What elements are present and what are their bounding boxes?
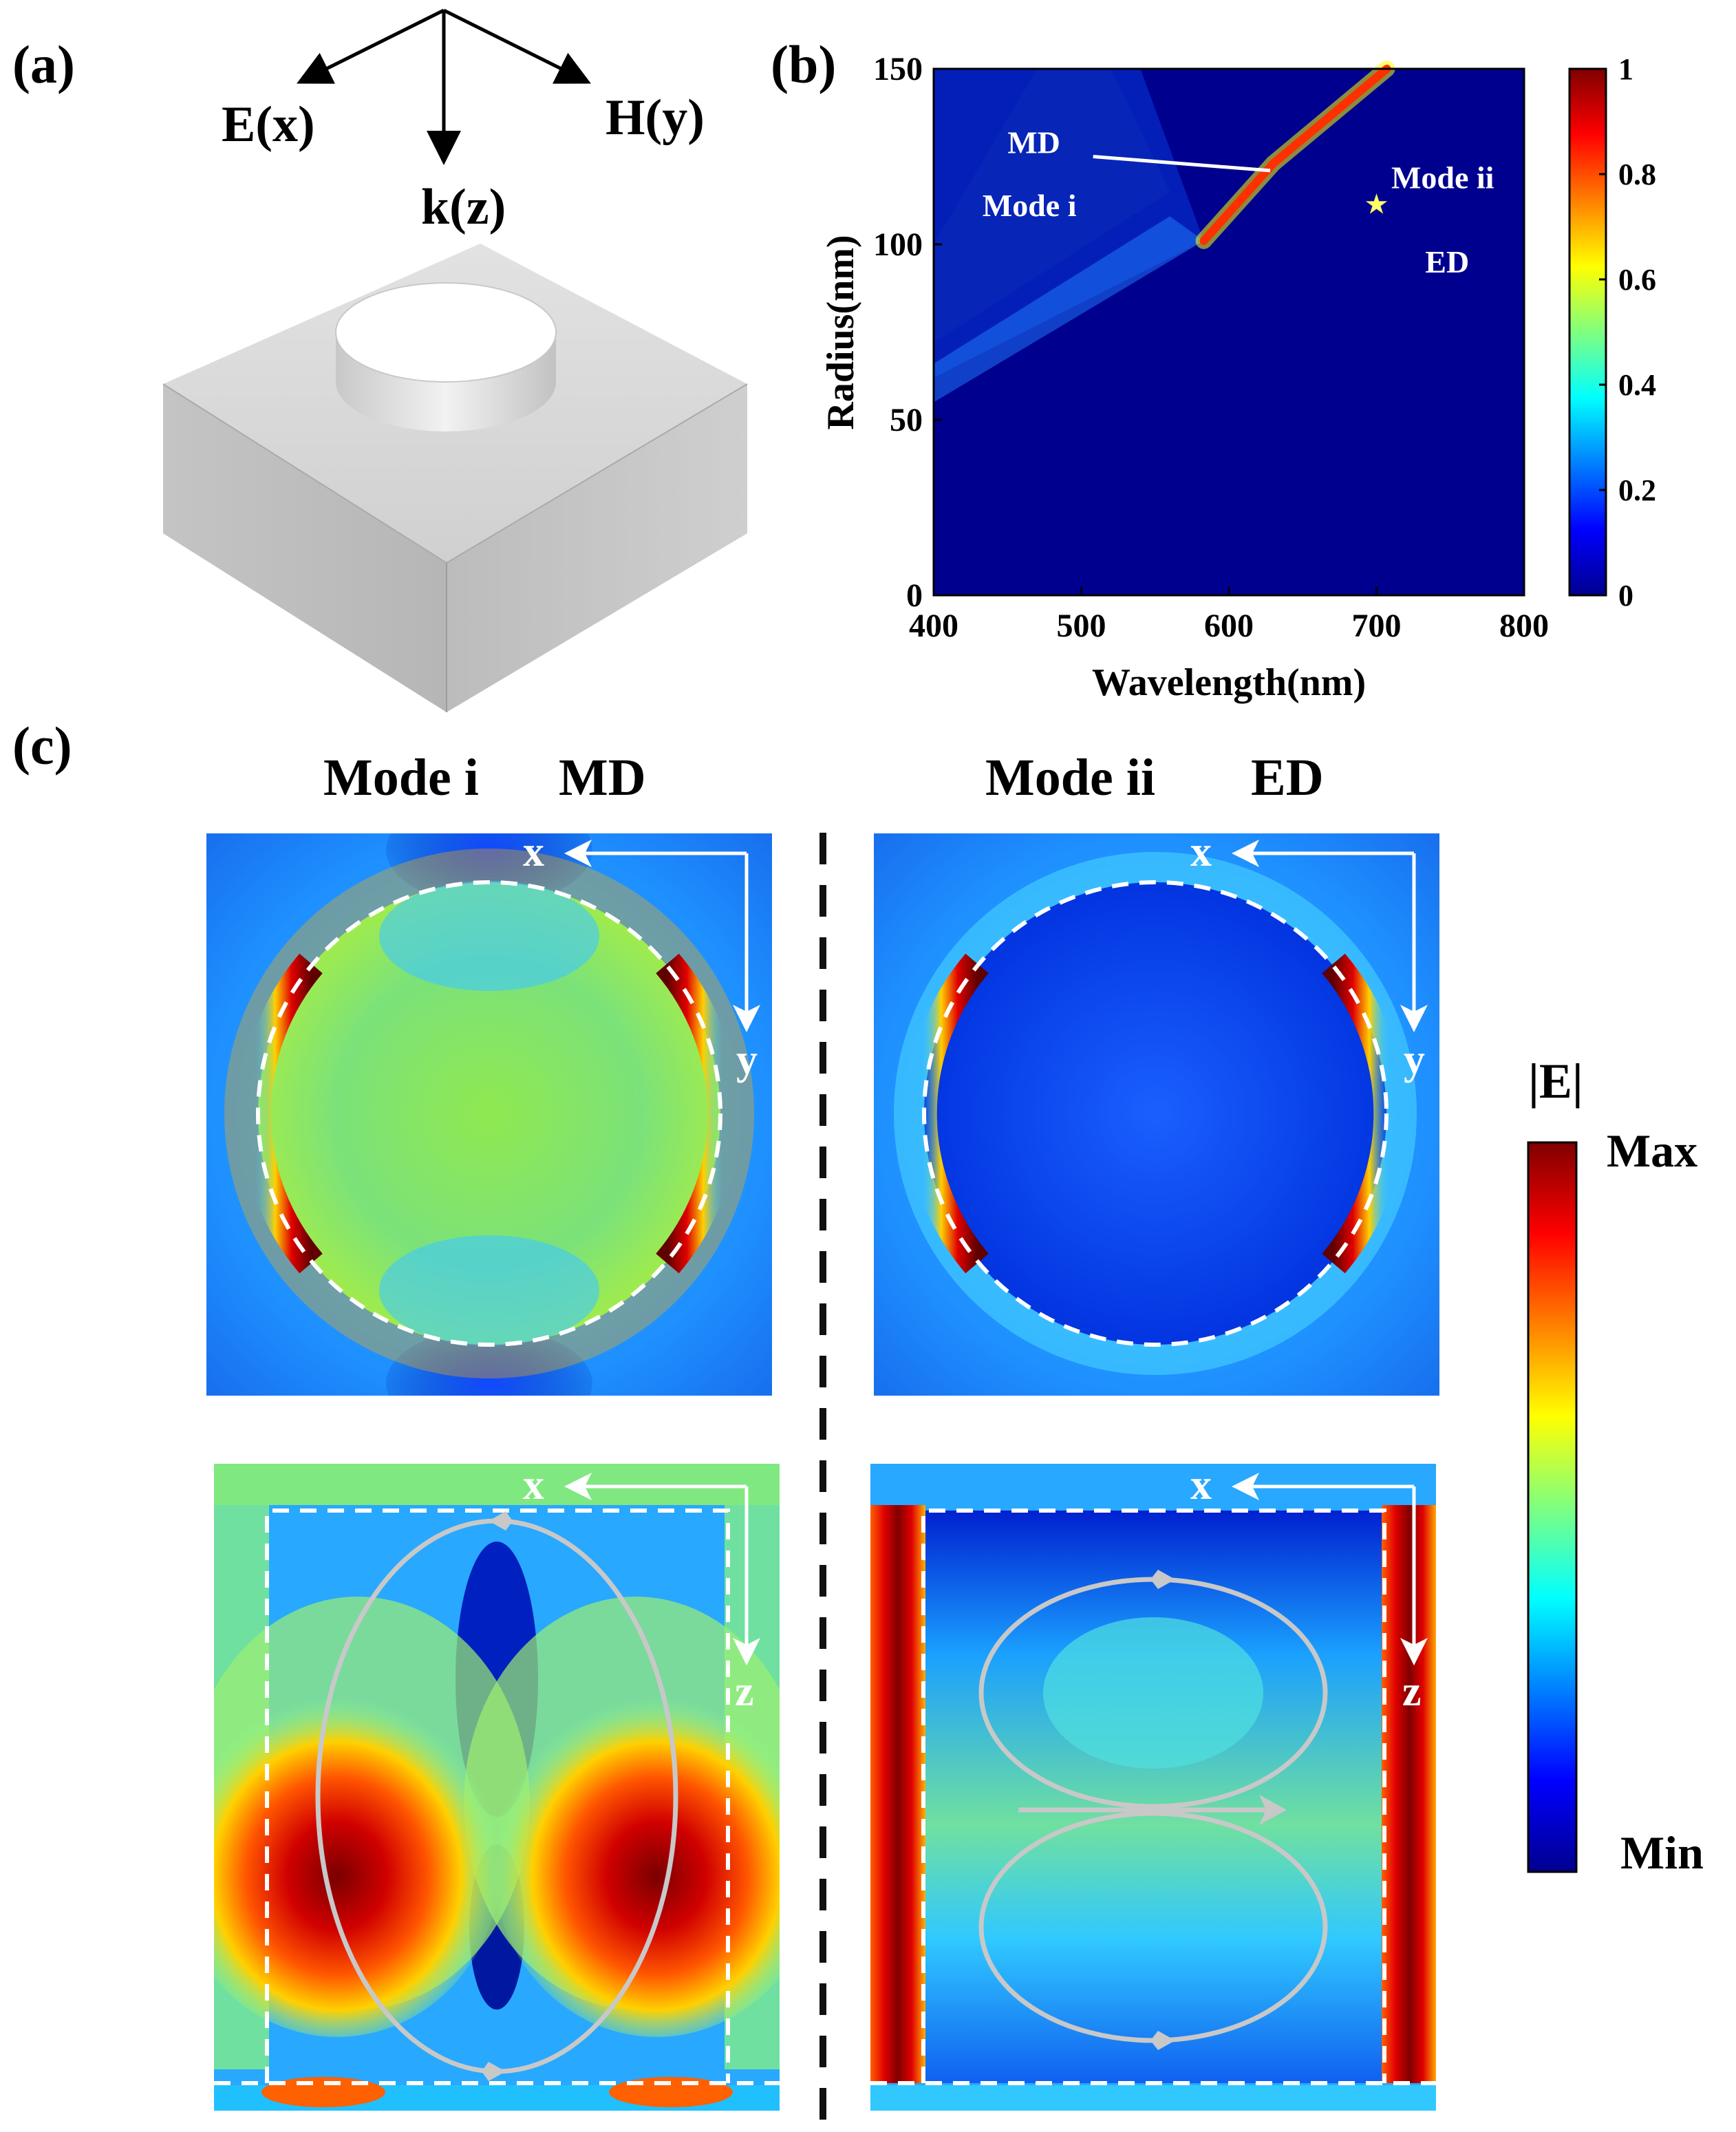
field-map-mode-ii-xz <box>870 1464 1436 2111</box>
disk-cross-section-outline <box>265 1509 730 2083</box>
y-indicator-label: y <box>1404 1036 1425 1083</box>
panel-label-b: (b) <box>771 34 836 94</box>
k-axis-label: k(z) <box>421 179 506 235</box>
field-map-mode-i-xy <box>206 833 772 1396</box>
coord-indicator-xz-right: x z <box>1190 1462 1428 1715</box>
panel-c: (c) Mode i MD Mode ii ED x y <box>12 716 1704 2132</box>
e-axis-label: E(x) <box>222 96 315 153</box>
field-map-mode-ii-xy <box>874 833 1439 1396</box>
heatmap-band <box>934 216 1204 403</box>
md-annotation-pointer <box>1093 155 1271 173</box>
wall-field-left <box>870 1505 925 2083</box>
coord-indicator-xy-left: x y <box>523 829 760 1083</box>
colorbar-tick-label: 0.6 <box>1618 263 1656 297</box>
h-axis-label: H(y) <box>606 89 705 146</box>
md-annotation: MD <box>1007 125 1060 160</box>
right-type-title: ED <box>1251 749 1324 807</box>
field-colorbar-min: Min <box>1620 1826 1704 1879</box>
y-axis-label: Radius(nm) <box>819 235 862 429</box>
disk-outline <box>922 880 1389 1347</box>
field-colorbar-title: |E| <box>1528 1054 1583 1109</box>
field-map-mode-i-xz <box>214 1464 780 2111</box>
x-tick-label: 800 <box>1499 608 1549 644</box>
y-tick-label: 0 <box>906 577 923 614</box>
field-colorbar-gradient <box>1527 1141 1578 1873</box>
x-indicator-label: x <box>523 1462 544 1509</box>
substrate-right-face <box>447 384 747 712</box>
y-tick-label: 150 <box>873 51 923 87</box>
x-tick-label: 700 <box>1352 608 1402 644</box>
colorbar-tick-label: 0.2 <box>1618 473 1656 507</box>
e-axis-arrow <box>297 8 445 84</box>
heatmap-plot: MD Mode i Mode ii ED ★ 400 500 600 700 800 0 50 100… <box>819 51 1549 704</box>
x-axis-label: Wavelength(nm) <box>1092 661 1366 704</box>
colorbar-gradient <box>1568 67 1607 597</box>
panel-a: (a) E(x) H(y) k(z) <box>12 8 748 712</box>
mode-ii-star-icon: ★ <box>1365 191 1387 218</box>
colorbar-ticks: 0 0.2 0.4 0.6 0.8 1 <box>1599 52 1656 612</box>
ed-annotation: ED <box>1425 244 1469 279</box>
heatmap-colorbar: 0 0.2 0.4 0.6 0.8 1 <box>1568 52 1656 612</box>
left-mode-title: Mode i <box>323 749 479 807</box>
mode-i-annotation: Mode i <box>983 188 1077 223</box>
field-colorbar-max: Max <box>1607 1124 1697 1177</box>
heatmap-annotations: MD Mode i Mode ii ED ★ <box>983 125 1494 279</box>
h-axis-arrow <box>442 8 591 84</box>
y-indicator-label: y <box>736 1036 758 1083</box>
left-type-title: MD <box>559 749 646 807</box>
md-resonance-line <box>1199 65 1391 245</box>
disk-on-substrate-illustration <box>162 244 748 712</box>
mode-ii-annotation: Mode ii <box>1391 160 1494 195</box>
disk-outline <box>256 880 722 1347</box>
x-indicator-label: x <box>523 829 544 875</box>
heatmap-field <box>934 61 1395 403</box>
coord-indicator-xy-right: x y <box>1190 829 1428 1083</box>
coord-indicator-xz-left: x z <box>523 1462 760 1715</box>
colorbar-tick-label: 0 <box>1618 579 1633 612</box>
panel-label-c: (c) <box>12 716 72 776</box>
colorbar-tick-label: 0.8 <box>1618 158 1656 191</box>
z-indicator-label: z <box>1402 1668 1422 1715</box>
colorbar-tick-label: 1 <box>1618 52 1633 86</box>
y-tick-label: 100 <box>873 226 923 263</box>
right-mode-title: Mode ii <box>985 749 1155 807</box>
y-tick-label: 50 <box>890 402 923 438</box>
x-indicator-label: x <box>1190 1462 1212 1509</box>
wall-field-right <box>1382 1505 1436 2083</box>
cylinder-top <box>335 282 557 383</box>
x-tick-label: 500 <box>1057 608 1106 644</box>
x-tick-label: 400 <box>909 608 958 644</box>
field-colorbar: |E| Max Min <box>1527 1054 1704 1879</box>
heatmap-band <box>934 69 1170 343</box>
x-tick-label: 600 <box>1204 608 1254 644</box>
substrate-left-face <box>163 384 447 712</box>
x-indicator-label: x <box>1190 829 1212 875</box>
disk-cross-section-outline <box>921 1509 1386 2083</box>
z-indicator-label: z <box>735 1668 754 1715</box>
colorbar-tick-label: 0.4 <box>1618 368 1656 402</box>
heatmap-axes: 400 500 600 700 800 0 50 100 150 <box>873 51 1549 644</box>
axis-triad: E(x) H(y) k(z) <box>222 8 705 235</box>
panel-label-a: (a) <box>12 34 75 94</box>
